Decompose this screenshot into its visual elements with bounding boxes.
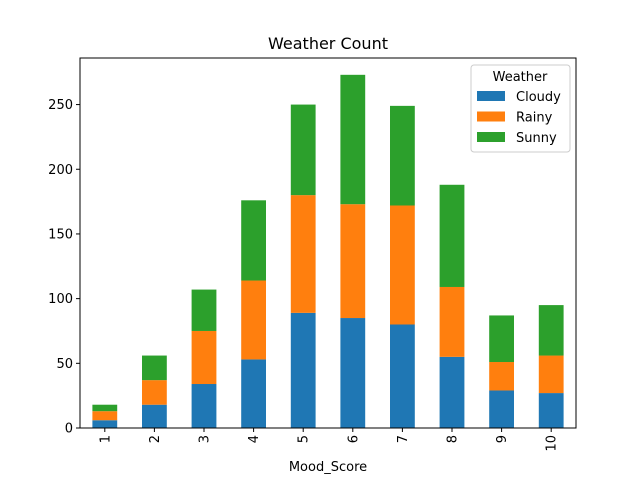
bar-sunny-2 — [142, 355, 167, 381]
y-tick-label: 100 — [48, 292, 73, 307]
bar-cloudy-3 — [191, 384, 217, 428]
bar-cloudy-9 — [489, 390, 514, 428]
bar-sunny-1 — [92, 404, 118, 412]
bar-rainy-4 — [241, 280, 266, 360]
x-axis-label: Mood_Score — [289, 460, 367, 475]
bar-cloudy-1 — [92, 420, 118, 428]
legend-label-sunny: Sunny — [516, 131, 557, 146]
bar-rainy-9 — [489, 362, 514, 391]
x-tick-label: 10 — [545, 435, 560, 452]
x-tick-label: 3 — [198, 435, 213, 443]
bar-sunny-8 — [439, 184, 465, 287]
legend-swatch-rainy — [477, 111, 505, 122]
bar-rainy-10 — [538, 355, 564, 394]
legend-box — [470, 64, 571, 153]
bar-cloudy-5 — [290, 312, 316, 428]
x-axis: 1 2 3 4 5 6 7 8 9 10 — [98, 428, 560, 452]
legend-title: Weather — [493, 70, 548, 85]
bar-sunny-10 — [538, 305, 564, 356]
bar-cloudy-4 — [241, 359, 266, 428]
legend: Weather Cloudy Rainy Sunny — [470, 64, 571, 153]
y-tick-label: 150 — [48, 227, 73, 242]
bar-rainy-8 — [439, 286, 465, 357]
bar-sunny-6 — [340, 74, 366, 205]
x-tick-label: 2 — [148, 435, 163, 443]
bars-group — [92, 74, 564, 428]
x-tick-label: 8 — [446, 435, 461, 443]
x-tick-label: 6 — [346, 435, 361, 443]
y-axis: 0 50 100 150 200 250 — [48, 98, 80, 437]
bar-rainy-2 — [142, 380, 167, 405]
bar-cloudy-10 — [538, 393, 564, 428]
bar-sunny-5 — [290, 104, 316, 196]
bar-cloudy-8 — [439, 356, 465, 428]
x-tick-label: 7 — [396, 435, 411, 443]
legend-label-rainy: Rainy — [516, 111, 553, 126]
bar-rainy-1 — [92, 411, 118, 421]
bar-sunny-3 — [191, 289, 217, 331]
x-tick-label: 9 — [495, 435, 510, 443]
bar-cloudy-7 — [390, 324, 415, 428]
bar-rainy-3 — [191, 330, 217, 385]
x-tick-label: 5 — [297, 435, 312, 443]
y-tick-label: 200 — [48, 163, 73, 178]
legend-swatch-sunny — [477, 132, 505, 142]
y-tick-label: 50 — [56, 357, 73, 372]
bar-rainy-6 — [340, 204, 366, 319]
bar-sunny-7 — [390, 105, 415, 206]
bar-sunny-9 — [489, 315, 514, 363]
bar-rainy-7 — [390, 205, 415, 325]
plot-frame — [79, 57, 577, 429]
legend-swatch-cloudy — [477, 91, 505, 101]
x-tick-label: 4 — [247, 435, 262, 443]
legend-label-cloudy: Cloudy — [516, 90, 561, 105]
x-tick-label: 1 — [98, 435, 113, 443]
chart-title: Weather Count — [268, 34, 388, 53]
bar-cloudy-2 — [142, 404, 167, 428]
bar-cloudy-6 — [340, 318, 366, 428]
y-tick-label: 0 — [65, 422, 73, 437]
y-tick-label: 250 — [48, 98, 73, 113]
bar-sunny-4 — [241, 200, 266, 281]
bar-rainy-5 — [290, 195, 316, 313]
